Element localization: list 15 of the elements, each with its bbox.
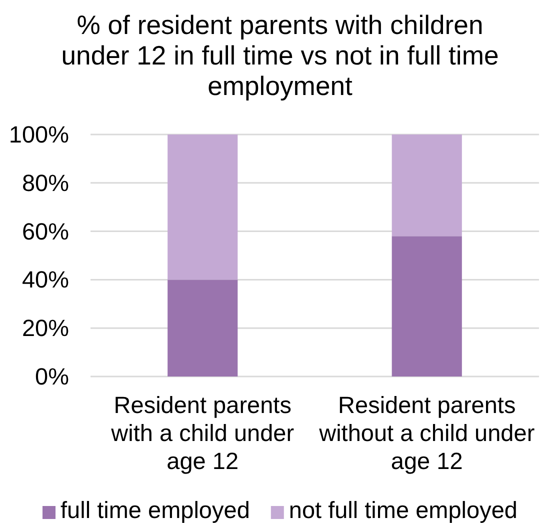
x-tick-label: Resident parents with a child under age 12	[110, 392, 294, 474]
bar	[392, 134, 462, 236]
y-tick-label: 0%	[35, 364, 70, 390]
y-tick-label: 60%	[22, 218, 70, 244]
chart-title: % of resident parents with children under 12 in full time vs not in full time employment	[61, 10, 499, 101]
legend-label: full time employed	[60, 497, 250, 523]
bar	[168, 280, 238, 376]
y-tick-label: 40%	[22, 266, 70, 293]
y-tick-label: 100%	[8, 122, 70, 148]
bar	[392, 236, 462, 376]
y-tick-label: 20%	[22, 315, 70, 342]
y-tick-label: 80%	[22, 170, 70, 196]
x-tick-label: Resident parents without a child under age 12	[318, 392, 535, 474]
legend-label: not full time employed	[288, 497, 518, 523]
bar	[168, 134, 238, 280]
